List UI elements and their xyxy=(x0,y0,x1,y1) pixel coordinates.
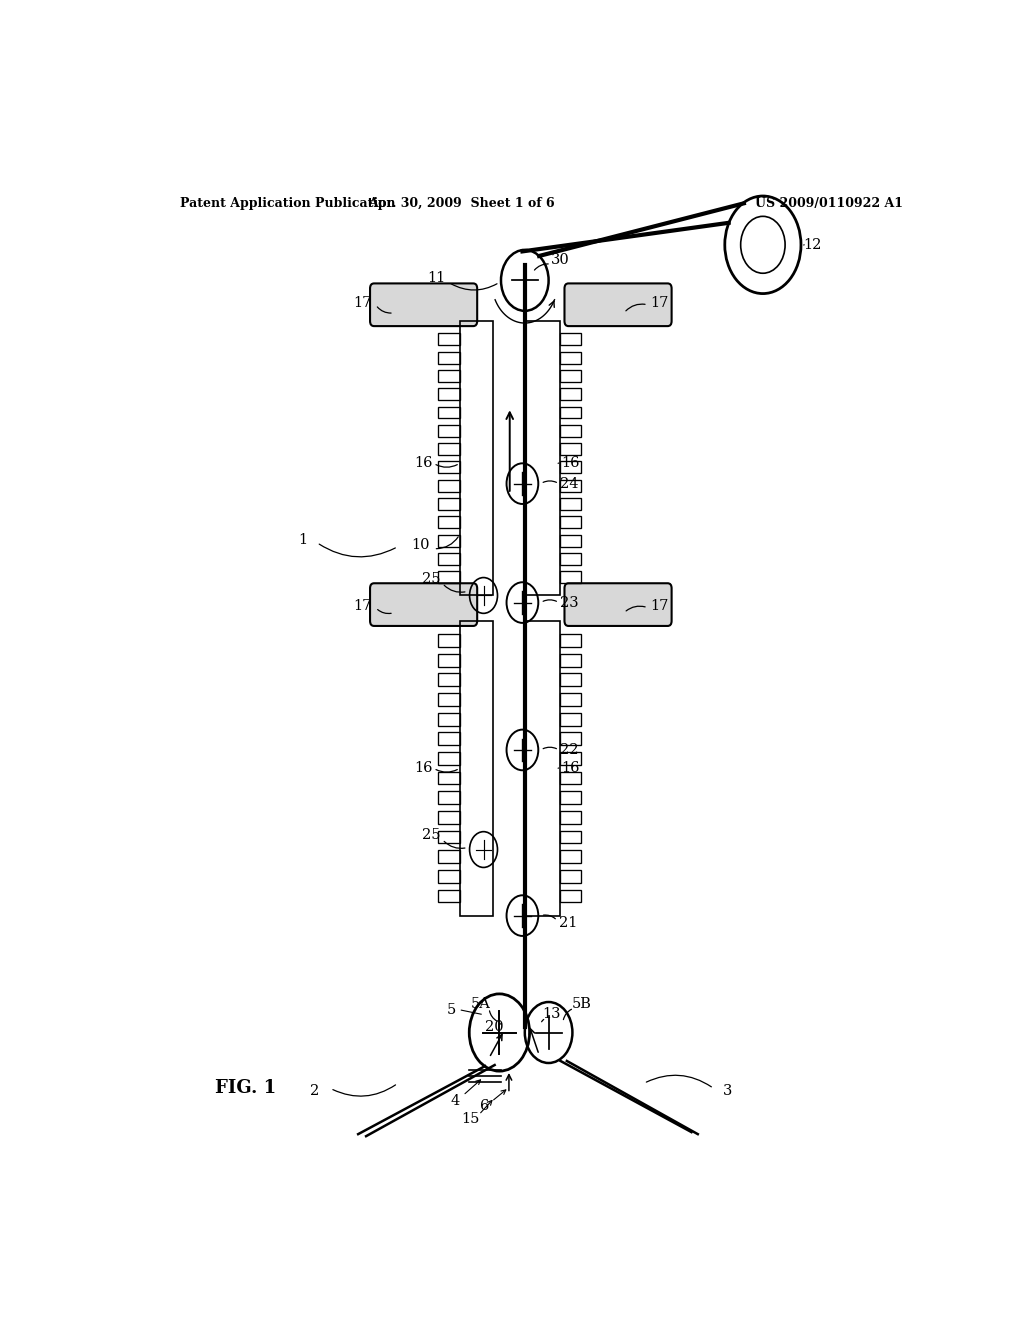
Bar xyxy=(438,791,460,804)
Text: 24: 24 xyxy=(560,477,579,491)
Bar xyxy=(560,444,582,455)
Bar xyxy=(560,713,582,726)
Text: 4: 4 xyxy=(451,1093,460,1107)
Bar xyxy=(560,830,582,843)
Bar xyxy=(560,462,582,474)
Bar xyxy=(438,850,460,863)
Bar xyxy=(438,334,460,346)
Text: 17: 17 xyxy=(650,598,669,612)
Bar xyxy=(438,673,460,686)
Text: 12: 12 xyxy=(803,238,821,252)
Bar xyxy=(560,791,582,804)
Text: FIG. 1: FIG. 1 xyxy=(215,1080,276,1097)
Text: 17: 17 xyxy=(353,598,372,612)
Bar xyxy=(560,516,582,528)
Bar xyxy=(560,634,582,647)
Text: 25: 25 xyxy=(422,829,440,842)
Bar xyxy=(560,553,582,565)
Bar xyxy=(560,752,582,764)
Text: 16: 16 xyxy=(414,762,432,775)
Text: 23: 23 xyxy=(560,595,579,610)
Bar xyxy=(438,693,460,706)
Text: 5: 5 xyxy=(447,1003,457,1018)
FancyBboxPatch shape xyxy=(370,284,477,326)
Bar xyxy=(560,673,582,686)
Text: 11: 11 xyxy=(427,272,445,285)
Bar xyxy=(460,321,494,595)
Text: 5B: 5B xyxy=(572,997,592,1011)
Bar xyxy=(438,370,460,381)
Text: 1: 1 xyxy=(298,532,307,546)
Text: 30: 30 xyxy=(551,253,570,267)
Bar xyxy=(438,733,460,746)
Bar xyxy=(560,498,582,510)
Bar xyxy=(560,407,582,418)
Text: 5A: 5A xyxy=(471,997,492,1011)
Text: 2: 2 xyxy=(310,1085,319,1098)
Bar xyxy=(560,890,582,903)
Bar xyxy=(560,850,582,863)
Bar xyxy=(438,752,460,764)
Bar xyxy=(438,653,460,667)
FancyBboxPatch shape xyxy=(564,284,672,326)
Bar xyxy=(560,351,582,363)
Bar xyxy=(560,535,582,546)
Text: 16: 16 xyxy=(414,457,432,470)
Bar xyxy=(438,810,460,824)
Bar xyxy=(438,713,460,726)
Bar xyxy=(560,870,582,883)
Bar xyxy=(438,772,460,784)
Bar xyxy=(438,407,460,418)
Text: 16: 16 xyxy=(561,762,580,775)
Bar xyxy=(438,425,460,437)
Bar xyxy=(438,351,460,363)
Text: 21: 21 xyxy=(559,916,578,929)
Bar xyxy=(560,693,582,706)
Bar xyxy=(438,479,460,491)
Text: 25: 25 xyxy=(422,572,440,586)
Text: 13: 13 xyxy=(543,1007,561,1022)
Bar xyxy=(560,733,582,746)
Text: US 2009/0110922 A1: US 2009/0110922 A1 xyxy=(755,197,903,210)
Bar xyxy=(560,653,582,667)
FancyBboxPatch shape xyxy=(564,583,672,626)
Bar xyxy=(560,572,582,583)
Bar xyxy=(438,388,460,400)
Bar xyxy=(526,321,560,595)
Bar xyxy=(560,388,582,400)
Text: 22: 22 xyxy=(560,743,579,756)
Bar xyxy=(438,498,460,510)
Text: 16: 16 xyxy=(561,457,580,470)
Text: 15: 15 xyxy=(462,1111,480,1126)
Text: 10: 10 xyxy=(411,537,429,552)
Bar xyxy=(560,810,582,824)
Text: 20: 20 xyxy=(485,1020,504,1035)
Bar xyxy=(560,370,582,381)
Text: 3: 3 xyxy=(723,1085,732,1098)
Bar xyxy=(438,462,460,474)
Bar xyxy=(560,479,582,491)
Bar xyxy=(438,444,460,455)
Text: 17: 17 xyxy=(353,296,372,310)
Bar xyxy=(560,425,582,437)
Bar xyxy=(438,535,460,546)
Bar xyxy=(460,620,494,916)
Bar xyxy=(438,572,460,583)
Bar xyxy=(526,620,560,916)
Bar xyxy=(560,334,582,346)
FancyBboxPatch shape xyxy=(370,583,477,626)
Bar xyxy=(438,890,460,903)
Bar xyxy=(438,870,460,883)
Bar xyxy=(560,772,582,784)
Bar xyxy=(438,634,460,647)
Bar xyxy=(438,553,460,565)
Text: 17: 17 xyxy=(650,296,669,310)
Bar xyxy=(438,516,460,528)
Text: Apr. 30, 2009  Sheet 1 of 6: Apr. 30, 2009 Sheet 1 of 6 xyxy=(368,197,555,210)
Text: 6: 6 xyxy=(480,1098,489,1113)
Bar xyxy=(438,830,460,843)
Text: Patent Application Publication: Patent Application Publication xyxy=(179,197,395,210)
